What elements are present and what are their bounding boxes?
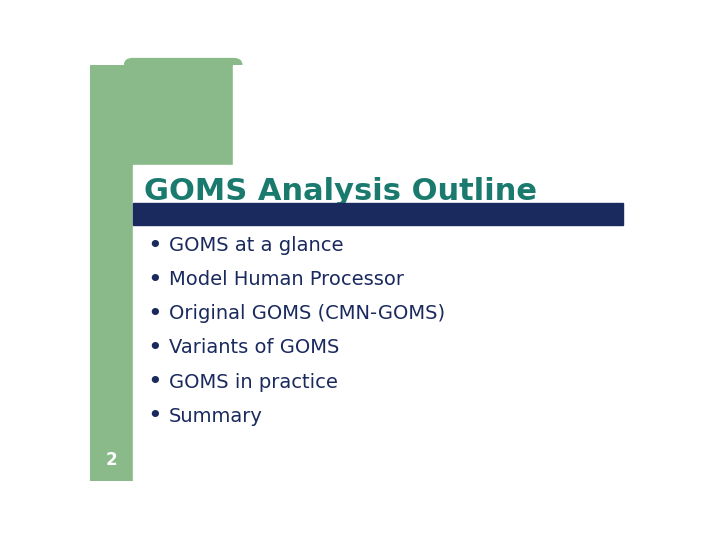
Text: GOMS Analysis Outline: GOMS Analysis Outline [144,177,537,206]
Text: •: • [147,336,161,360]
Text: GOMS at a glance: GOMS at a glance [169,236,343,255]
Text: GOMS in practice: GOMS in practice [169,373,338,392]
Bar [90,65,133,481]
Text: •: • [147,404,161,428]
Text: Model Human Processor: Model Human Processor [169,270,404,289]
Bar [233,65,648,165]
Text: •: • [147,234,161,258]
Text: Original GOMS (CMN-GOMS): Original GOMS (CMN-GOMS) [169,305,446,323]
Text: Variants of GOMS: Variants of GOMS [169,339,340,357]
Bar [133,165,648,481]
Text: 2: 2 [106,451,117,469]
Text: •: • [147,302,161,326]
Text: •: • [147,370,161,394]
Text: Summary: Summary [169,407,263,426]
FancyBboxPatch shape [125,58,242,171]
Text: •: • [147,268,161,292]
Bar [133,203,623,225]
